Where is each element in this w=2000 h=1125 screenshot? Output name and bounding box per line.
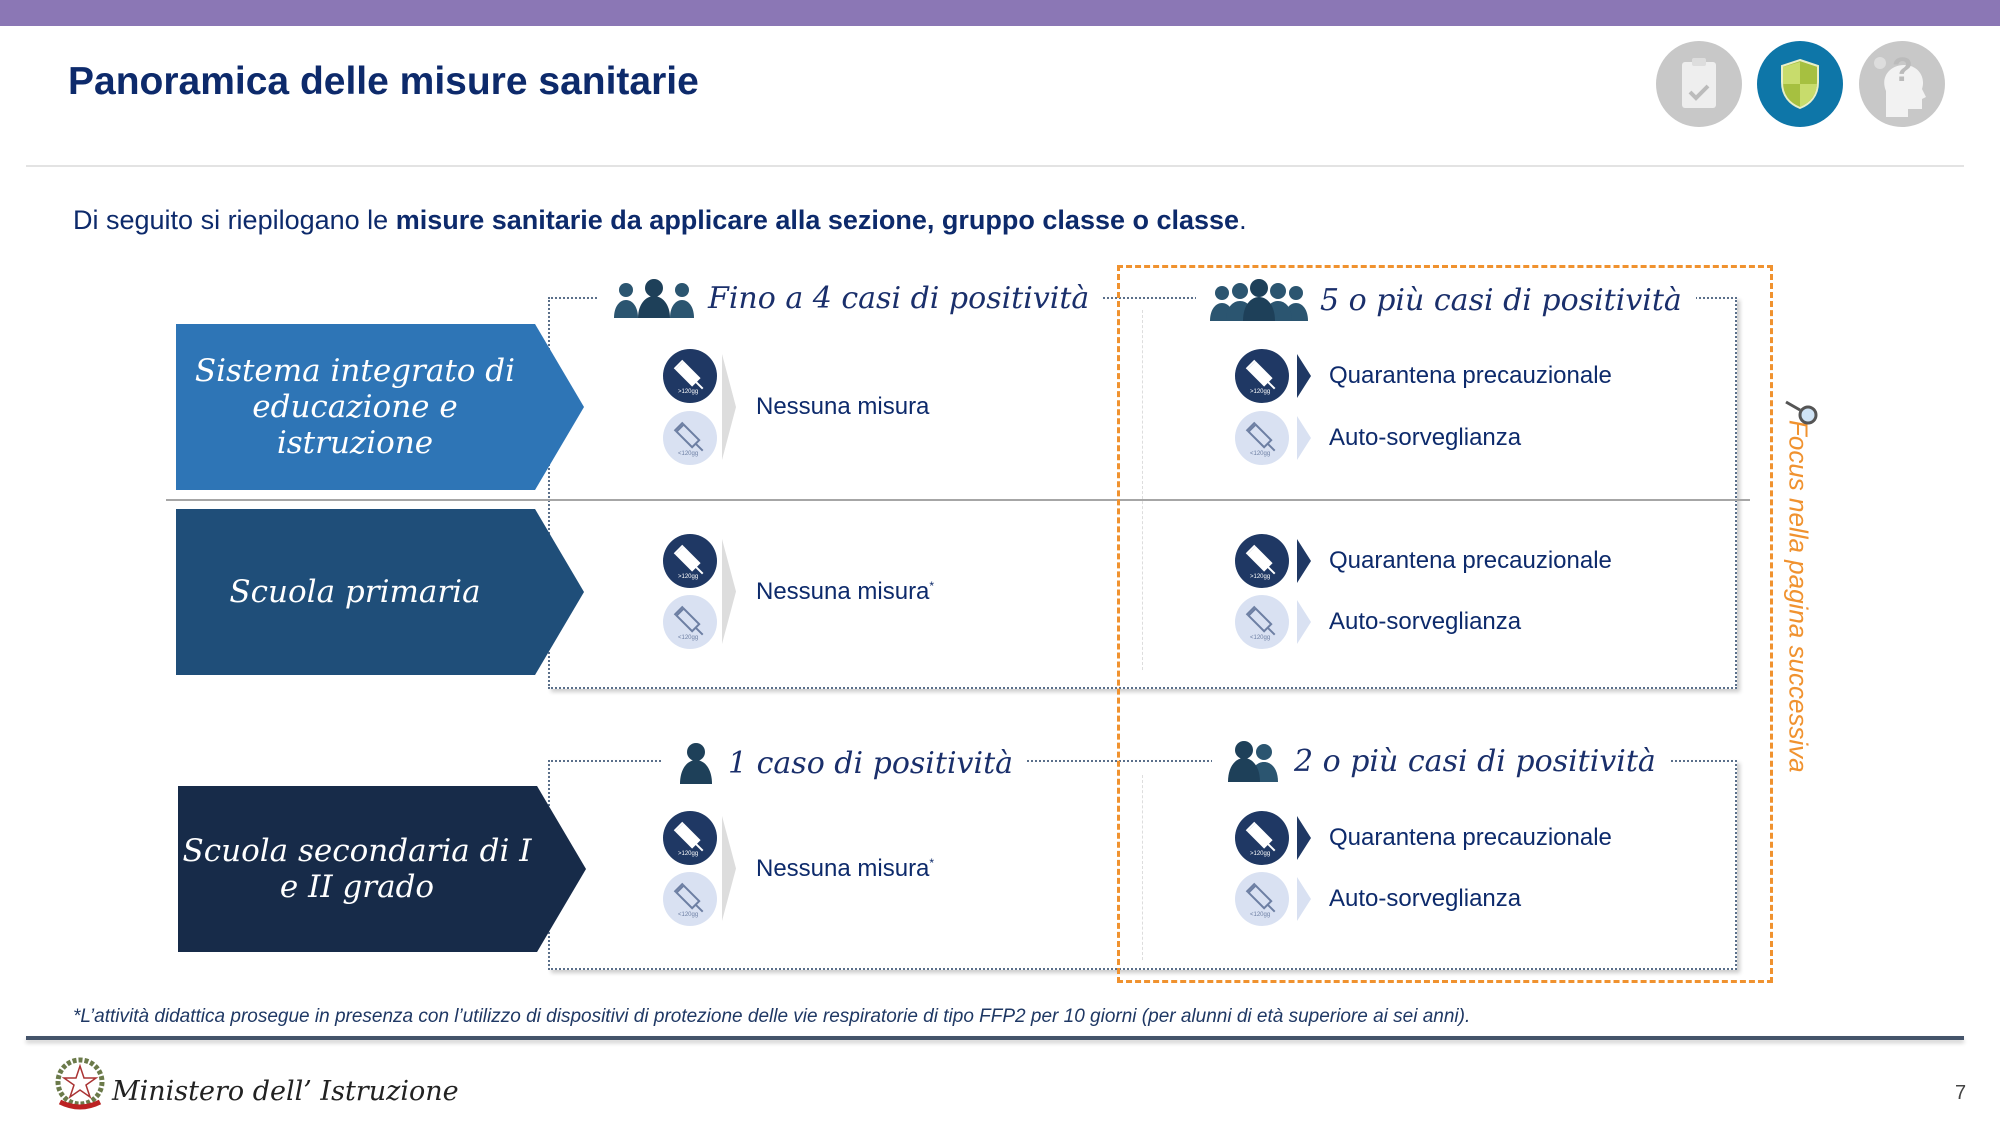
svg-text:<120gg: <120gg xyxy=(678,912,698,918)
people-pair-icon xyxy=(1228,741,1278,782)
syringe-not-vaccinated-icon: <120gg xyxy=(1235,411,1289,465)
syringe-vaccinated-icon: >120gg xyxy=(663,534,717,588)
svg-text:>120gg: >120gg xyxy=(678,574,698,580)
row-divider xyxy=(166,499,1750,501)
footnote: *L’attività didattica prosegue in presen… xyxy=(73,1006,1471,1027)
intro-suffix: . xyxy=(1239,205,1247,235)
svg-text:?: ? xyxy=(1892,51,1913,89)
svg-text:>120gg: >120gg xyxy=(1250,851,1270,857)
syringe-not-vaccinated-icon: <120gg xyxy=(1235,872,1289,926)
cell-text: Nessuna misura xyxy=(756,854,930,882)
page-title: Panoramica delle misure sanitarie xyxy=(68,60,699,103)
clipboard-check-icon[interactable] xyxy=(1656,41,1742,127)
cell-text: Quarantena precauzionale xyxy=(1329,824,1612,851)
cell-text: Nessuna misura xyxy=(756,393,930,420)
syringe-not-vaccinated-icon: <120gg xyxy=(663,411,717,465)
cell-text: Nessuna misura xyxy=(756,577,930,605)
intro-bold: misure sanitarie da applicare alla sezio… xyxy=(395,205,1240,235)
cell-text: Quarantena precauzionale xyxy=(1329,547,1612,574)
top-accent-bar xyxy=(0,0,2000,26)
syringe-vaccinated-icon: >120gg xyxy=(1235,811,1289,865)
syringe-not-vaccinated-icon: <120gg xyxy=(1235,595,1289,649)
svg-text:>120gg: >120gg xyxy=(1250,574,1270,580)
column-header-2: 5 o più casi di positività xyxy=(1196,275,1696,325)
row-label-infanzia: Sistema integrato di educazione e istruz… xyxy=(176,324,584,490)
column-header-1: Fino a 4 casi di positività xyxy=(598,273,1104,323)
svg-text:>120gg: >120gg xyxy=(1250,389,1270,395)
header-divider xyxy=(26,165,1964,167)
syringe-vaccinated-icon: >120gg xyxy=(663,349,717,403)
people-group-icon xyxy=(1210,279,1308,321)
measure-vaccinated: Quarantena precauzionale xyxy=(1329,362,1612,390)
ministry-name: Ministero dell’ Istruzione xyxy=(112,1076,459,1107)
measure-vaccinated: Quarantena precauzionale xyxy=(1329,547,1612,575)
page-number: 7 xyxy=(1955,1082,1967,1104)
measure-none: Nessuna misura xyxy=(756,393,929,421)
question-head-icon[interactable]: ? xyxy=(1859,41,1945,127)
magnifier-icon xyxy=(1785,400,1818,425)
svg-text:>120gg: >120gg xyxy=(678,851,698,857)
people-group-icon xyxy=(614,279,694,318)
measure-not-vaccinated: Auto-sorveglianza xyxy=(1329,885,1521,913)
footer-divider xyxy=(26,1036,1964,1040)
footnote-mark: * xyxy=(929,855,935,870)
shield-icon[interactable] xyxy=(1757,41,1843,127)
focus-highlight-box xyxy=(1117,265,1773,983)
cell-text: Auto-sorveglianza xyxy=(1329,885,1522,912)
row-label-primaria: Scuola primaria xyxy=(176,509,584,675)
focus-note[interactable]: Focus nella pagina successiva xyxy=(1783,420,1814,773)
column-divider xyxy=(1142,775,1143,960)
svg-text:<120gg: <120gg xyxy=(678,635,698,641)
svg-text:<120gg: <120gg xyxy=(1250,635,1270,641)
measure-not-vaccinated: Auto-sorveglianza xyxy=(1329,424,1521,452)
svg-text:<120gg: <120gg xyxy=(1250,912,1270,918)
header-text: 5 o più casi di positività xyxy=(1320,282,1682,318)
cell-text: Auto-sorveglianza xyxy=(1329,608,1522,635)
svg-text:<120gg: <120gg xyxy=(1250,451,1270,457)
measure-none: Nessuna misura* xyxy=(756,855,934,883)
cell-text: Auto-sorveglianza xyxy=(1329,424,1522,451)
measure-none: Nessuna misura* xyxy=(756,578,934,606)
syringe-not-vaccinated-icon: <120gg xyxy=(663,872,717,926)
svg-text:>120gg: >120gg xyxy=(678,389,698,395)
column-header-4: 2 o più casi di positività xyxy=(1212,736,1670,786)
header-text: 2 o più casi di positività xyxy=(1294,743,1656,779)
measure-vaccinated: Quarantena precauzionale xyxy=(1329,824,1612,852)
measure-not-vaccinated: Auto-sorveglianza xyxy=(1329,608,1521,636)
footnote-mark: * xyxy=(929,578,935,593)
column-header-3: 1 caso di positività xyxy=(662,738,1028,788)
syringe-vaccinated-icon: >120gg xyxy=(1235,534,1289,588)
syringe-vaccinated-icon: >120gg xyxy=(663,811,717,865)
column-divider xyxy=(1142,310,1143,670)
svg-text:<120gg: <120gg xyxy=(678,451,698,457)
intro-text: Di seguito si riepilogano le misure sani… xyxy=(73,205,1247,236)
header-text: Fino a 4 casi di positività xyxy=(708,280,1090,316)
row-label-secondaria: Scuola secondaria di I e II grado xyxy=(178,786,586,952)
syringe-not-vaccinated-icon: <120gg xyxy=(663,595,717,649)
person-icon xyxy=(680,743,712,784)
header-text: 1 caso di positività xyxy=(728,745,1014,781)
republic-emblem-logo xyxy=(55,1057,105,1110)
syringe-vaccinated-icon: >120gg xyxy=(1235,349,1289,403)
cell-text: Quarantena precauzionale xyxy=(1329,362,1612,389)
group-box-1 xyxy=(548,297,1737,689)
intro-prefix: Di seguito si riepilogano le xyxy=(73,205,396,235)
